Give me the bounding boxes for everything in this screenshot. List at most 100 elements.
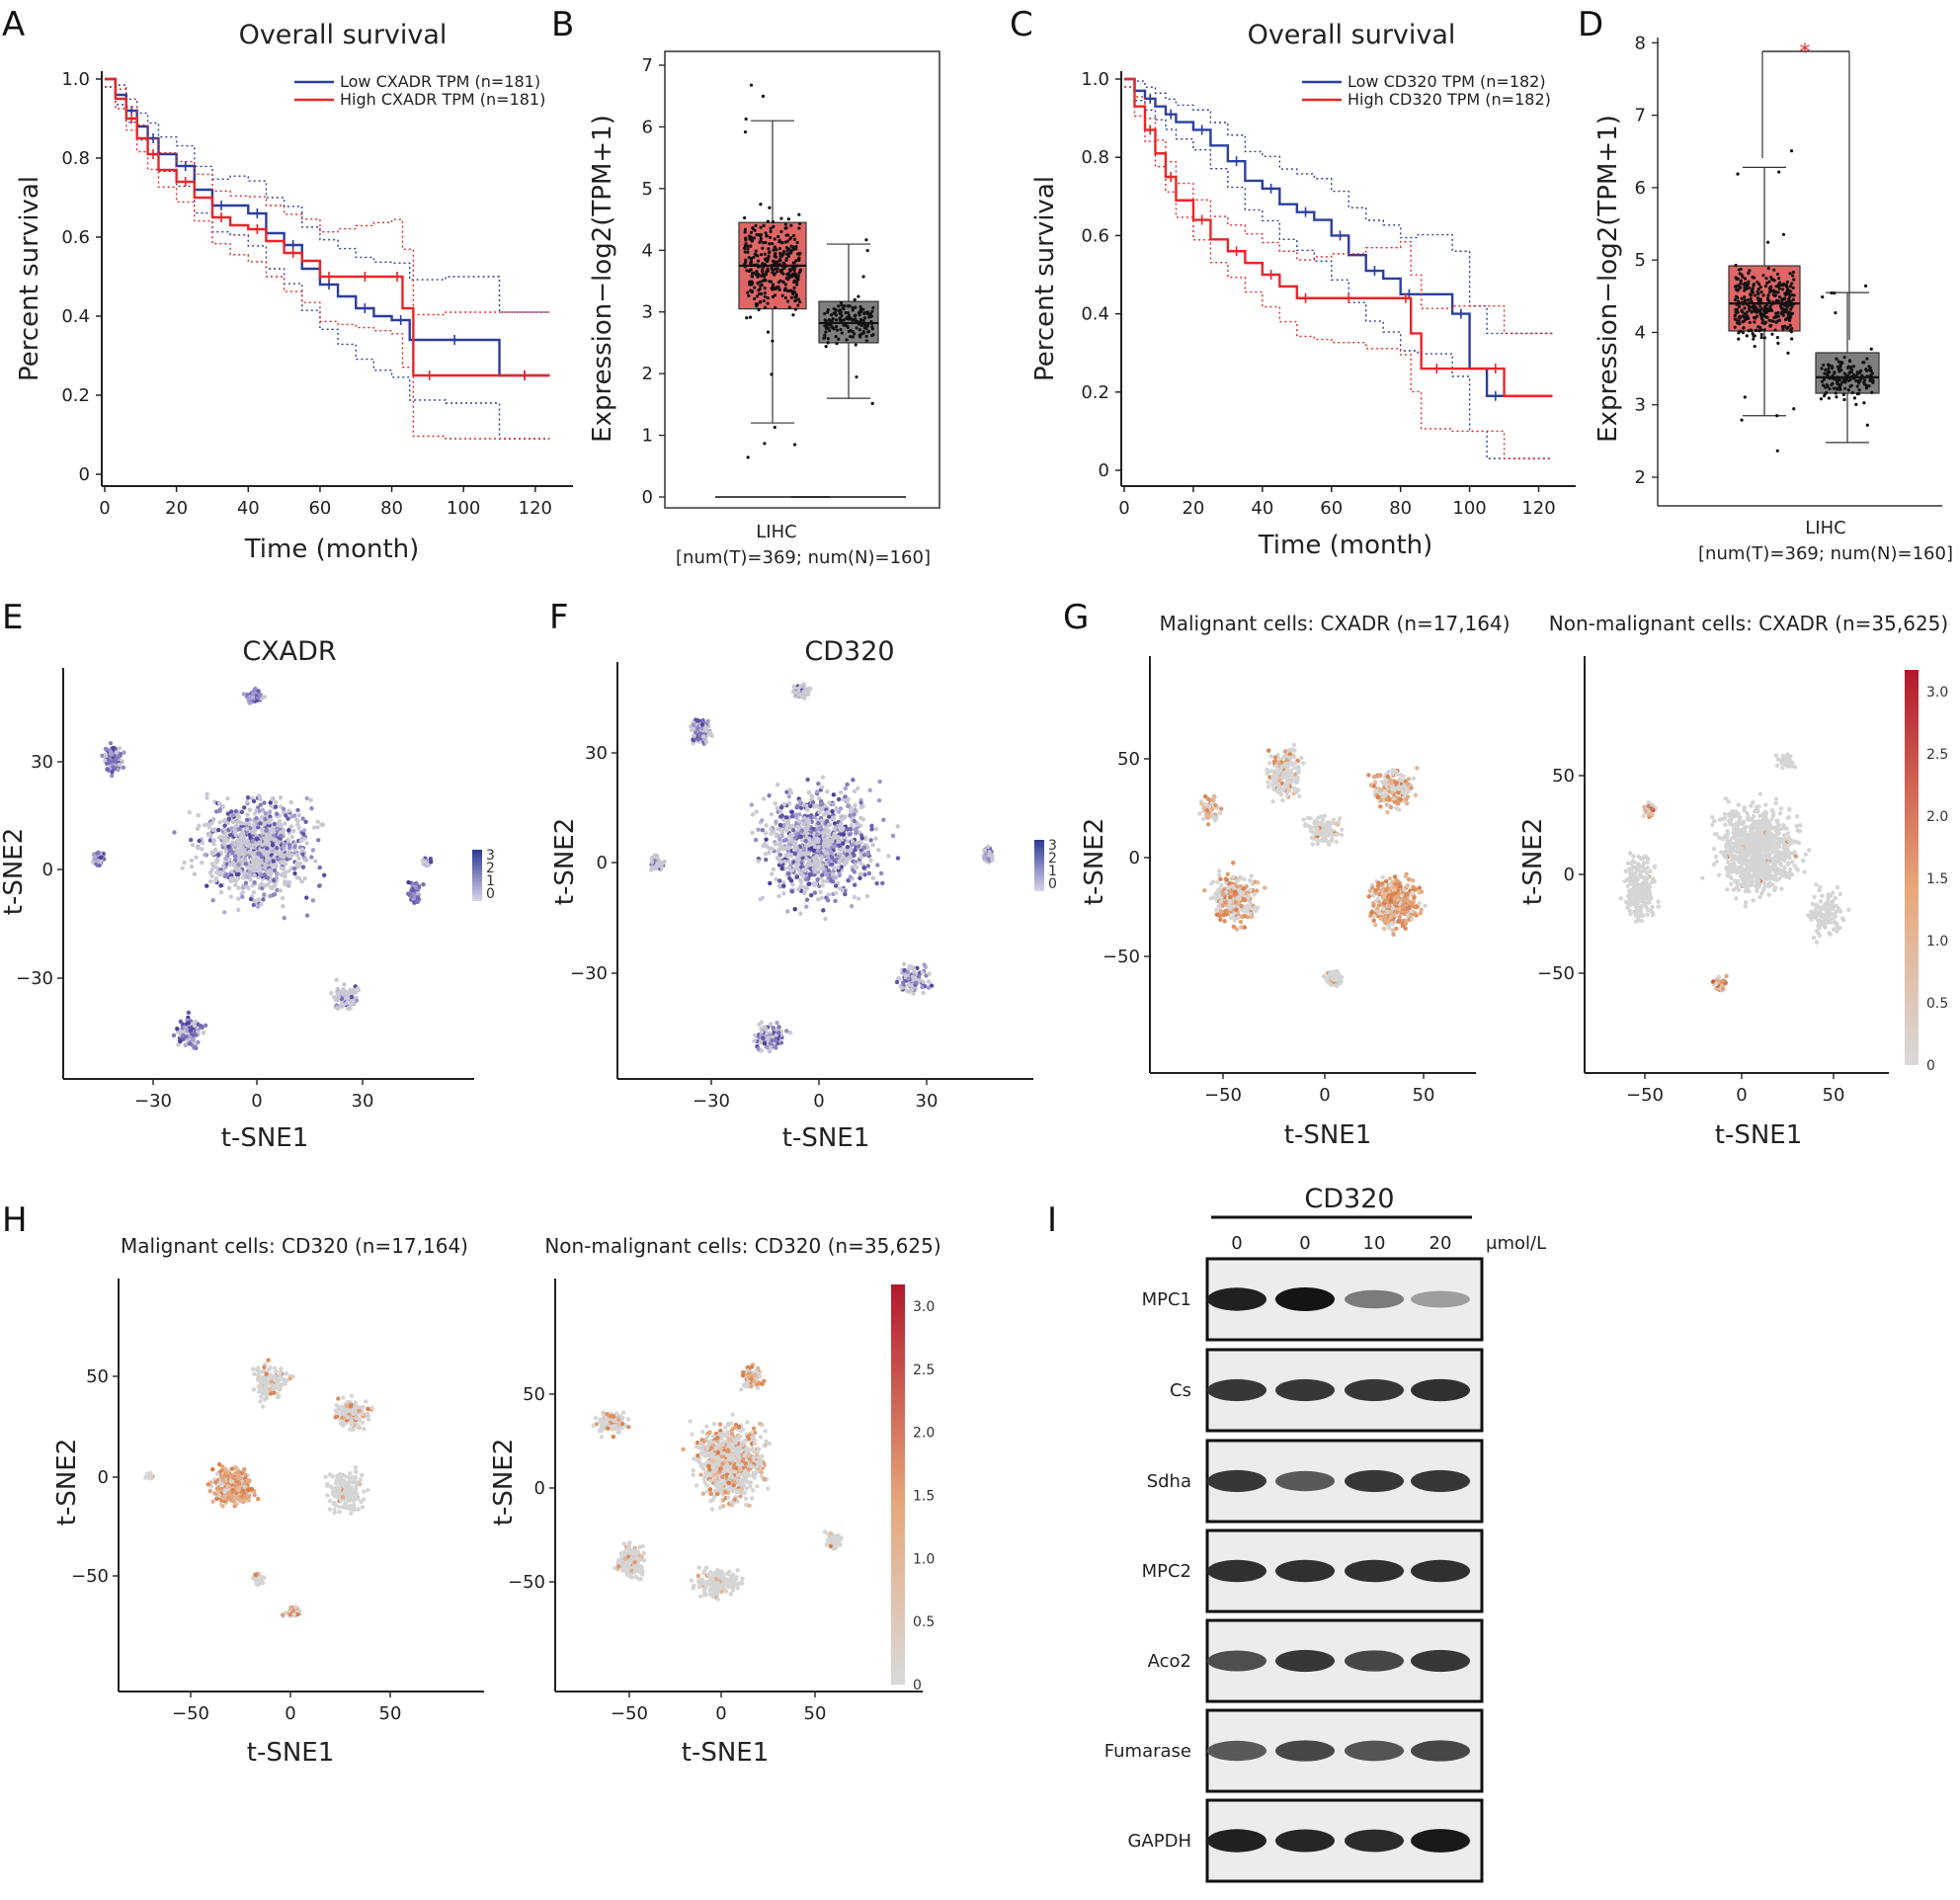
y-tick-label: 30 bbox=[31, 752, 53, 773]
y-tick-label: 30 bbox=[585, 743, 608, 764]
band bbox=[1345, 1740, 1404, 1762]
colorbar-tick: 0 bbox=[913, 1678, 922, 1693]
y-tick-label: 0 bbox=[1564, 865, 1575, 885]
survival-plot-cd320: Overall survival 0 0.2 0.4 0.6 0.8 1.0 0 20 40 60… bbox=[1030, 20, 1576, 560]
band bbox=[1207, 1469, 1266, 1493]
y-tick-label: 7 bbox=[642, 55, 653, 76]
color-legend bbox=[1034, 840, 1044, 891]
panel-label-h: H bbox=[2, 1200, 28, 1240]
y-tick-label: 5 bbox=[642, 179, 653, 200]
x-axis-label: t-SNE1 bbox=[1284, 1120, 1372, 1150]
color-legend bbox=[472, 850, 482, 901]
colorbar bbox=[1905, 670, 1919, 1065]
band bbox=[1345, 1650, 1404, 1672]
x-tick-label: 80 bbox=[1389, 498, 1412, 519]
band bbox=[1275, 1470, 1335, 1492]
x-axis-label: t-SNE1 bbox=[782, 1123, 870, 1153]
band bbox=[1207, 1740, 1266, 1762]
y-tick-label: 2 bbox=[1635, 467, 1646, 488]
colorbar-tick: 0.5 bbox=[1926, 996, 1948, 1012]
colorbar-tick: 1.5 bbox=[1926, 871, 1948, 887]
colorbar-tick: 0.5 bbox=[913, 1614, 935, 1630]
x-tick-label: 0 bbox=[1736, 1085, 1747, 1106]
y-tick-label: 0 bbox=[642, 487, 653, 508]
band bbox=[1275, 1287, 1335, 1311]
x-tick-label: 0 bbox=[99, 498, 110, 519]
plot-title: Overall survival bbox=[239, 20, 448, 50]
y-tick-label: −50 bbox=[508, 1572, 545, 1593]
confidence-lower-low bbox=[1124, 86, 1553, 459]
band bbox=[1411, 1649, 1470, 1673]
plot-title: CXADR bbox=[242, 636, 336, 667]
panel-label-g: G bbox=[1063, 598, 1089, 637]
protein-label: Aco2 bbox=[1148, 1651, 1191, 1672]
x-tick-label: 50 bbox=[804, 1703, 827, 1724]
confidence-lower-high bbox=[1124, 86, 1553, 459]
colorbar-tick: 2.5 bbox=[1926, 747, 1948, 763]
panel-label-c: C bbox=[1010, 5, 1033, 44]
y-tick-label: 0 bbox=[42, 860, 53, 880]
colorbar-tick: 0 bbox=[1926, 1058, 1935, 1074]
y-tick-label: 0.2 bbox=[61, 385, 90, 406]
y-tick-label: 0 bbox=[98, 1467, 109, 1488]
category-label: LIHC bbox=[1805, 518, 1845, 538]
y-tick-label: −50 bbox=[1537, 963, 1575, 984]
x-tick-label: −50 bbox=[1204, 1085, 1242, 1106]
x-axis-label: Time (month) bbox=[1258, 531, 1433, 560]
protein-label: MPC2 bbox=[1142, 1561, 1191, 1582]
y-tick-label: 50 bbox=[523, 1384, 545, 1405]
dose-label: 20 bbox=[1429, 1233, 1452, 1254]
y-axis-label: Percent survival bbox=[15, 176, 44, 381]
x-tick-label: 0 bbox=[1118, 498, 1129, 519]
y-tick-label: 0 bbox=[1129, 848, 1140, 868]
band bbox=[1411, 1740, 1470, 1762]
tsne-nonmalignant-cxadr: Non-malignant cells: CXADR (n=35,625) 50… bbox=[1518, 612, 1948, 1150]
confidence-upper-high bbox=[105, 78, 550, 316]
band bbox=[1411, 1378, 1470, 1402]
plot-title: Non-malignant cells: CXADR (n=35,625) bbox=[1549, 612, 1948, 635]
dose-label: 0 bbox=[1299, 1233, 1310, 1254]
band bbox=[1207, 1650, 1266, 1672]
band bbox=[1275, 1559, 1335, 1583]
survival-curve-low bbox=[1124, 77, 1553, 397]
x-axis-label: t-SNE1 bbox=[247, 1738, 335, 1768]
x-tick-label: 0 bbox=[1319, 1085, 1330, 1106]
colorbar-tick: 1.5 bbox=[913, 1489, 935, 1505]
y-tick-label: 0.4 bbox=[61, 306, 90, 327]
x-tick-label: −50 bbox=[172, 1703, 209, 1724]
x-tick-label: 100 bbox=[447, 498, 480, 519]
x-tick-label: −30 bbox=[134, 1091, 172, 1112]
y-tick-label: 5 bbox=[1635, 250, 1646, 271]
y-tick-label: 0.8 bbox=[61, 148, 90, 169]
y-tick-label: 8 bbox=[1635, 33, 1646, 53]
y-tick-label: 0.2 bbox=[1081, 382, 1109, 403]
y-tick-label: 0.4 bbox=[1081, 304, 1109, 325]
boxplot-cd320: 2 3 4 5 6 7 8 Expression−log2(TPM+1) LIHC [num… bbox=[1593, 33, 1953, 564]
colorbar-tick: 3.0 bbox=[1926, 685, 1948, 701]
dose-label: 0 bbox=[1231, 1233, 1242, 1254]
y-tick-label: 3 bbox=[642, 302, 653, 323]
protein-label: Cs bbox=[1170, 1380, 1191, 1401]
legend-tick: 2 bbox=[1048, 851, 1057, 867]
colorbar-tick: 2.5 bbox=[913, 1363, 935, 1378]
band bbox=[1345, 1469, 1404, 1493]
survival-curve-high bbox=[105, 77, 550, 377]
x-tick-label: 30 bbox=[916, 1091, 939, 1112]
y-tick-label: −50 bbox=[1102, 947, 1140, 967]
protein-label: MPC1 bbox=[1142, 1289, 1191, 1310]
confidence-lower-high bbox=[105, 86, 550, 440]
boxplot-cxadr: 0 1 2 3 4 5 6 7 Expression−log2(TPM+1) LIHC [nu… bbox=[588, 50, 940, 568]
y-tick-label: 4 bbox=[1635, 322, 1646, 343]
survival-plot-cxadr: Overall survival 0 0.2 0.4 0.6 0.8 1.0 0 20 40 60… bbox=[15, 20, 573, 564]
legend-entry: Low CXADR TPM (n=181) bbox=[340, 72, 540, 91]
band bbox=[1411, 1829, 1470, 1853]
confidence-upper-low bbox=[1124, 78, 1553, 335]
band bbox=[1207, 1378, 1266, 1402]
confidence-upper-low bbox=[105, 78, 550, 313]
y-axis-label: t-SNE2 bbox=[489, 1439, 519, 1527]
x-tick-label: 60 bbox=[1320, 498, 1343, 519]
legend-tick: 1 bbox=[486, 873, 495, 889]
x-tick-label: 20 bbox=[1182, 498, 1204, 519]
tsne-nonmalignant-cd320: Non-malignant cells: CD320 (n=35,625) 50… bbox=[489, 1234, 941, 1768]
